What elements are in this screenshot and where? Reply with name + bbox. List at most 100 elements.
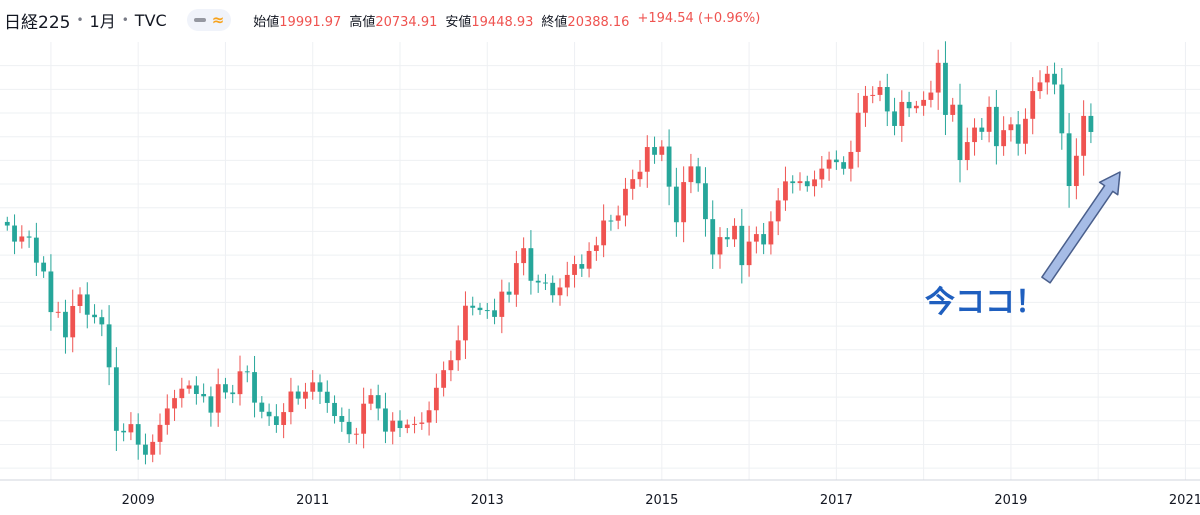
candle xyxy=(208,386,214,427)
change-value: +194.54 (+0.96%) xyxy=(637,10,761,26)
candle xyxy=(906,91,912,117)
candle-body xyxy=(383,408,388,432)
candle xyxy=(404,419,410,434)
candle-body xyxy=(826,159,832,169)
candle xyxy=(979,118,985,140)
candle xyxy=(783,166,788,211)
candle xyxy=(55,301,61,318)
candle xyxy=(666,129,672,206)
candle xyxy=(1044,65,1050,95)
candle xyxy=(943,41,948,136)
candle xyxy=(368,388,374,411)
candle-body xyxy=(513,263,519,295)
candle xyxy=(1037,70,1043,99)
annotation-text: 今ココ！ xyxy=(925,285,1045,320)
candle-body xyxy=(586,250,592,269)
candle-body xyxy=(55,311,61,313)
candle xyxy=(986,96,992,143)
candle-body xyxy=(63,311,68,338)
candle-body xyxy=(353,433,359,435)
candle-body xyxy=(950,104,956,115)
candle xyxy=(804,175,810,192)
candle xyxy=(506,282,512,303)
candle-body xyxy=(346,421,352,435)
candle xyxy=(1001,116,1007,156)
candle xyxy=(921,91,927,116)
candle xyxy=(99,309,105,337)
candle xyxy=(659,140,665,162)
candle xyxy=(193,376,199,405)
candle xyxy=(855,92,861,168)
candle xyxy=(157,413,163,455)
candle xyxy=(673,167,679,237)
candle-body xyxy=(870,94,876,96)
separator-dot: • xyxy=(76,13,84,27)
candle-body xyxy=(448,360,454,371)
candle xyxy=(899,90,905,142)
grid-lines xyxy=(0,42,1200,480)
low-value: 19448.93 xyxy=(471,14,534,30)
candle xyxy=(84,282,90,329)
candle-body xyxy=(419,422,425,424)
candle xyxy=(1030,77,1036,135)
candle xyxy=(819,156,825,188)
candle xyxy=(768,211,774,255)
candle-body xyxy=(41,262,47,272)
candle-body xyxy=(928,92,934,100)
candle xyxy=(1066,113,1072,208)
candle-body xyxy=(77,294,83,306)
candle xyxy=(913,100,919,114)
candle-body xyxy=(426,410,432,423)
candle-body xyxy=(703,183,708,220)
candle-body xyxy=(164,408,170,425)
candle xyxy=(12,214,17,255)
interval-label[interactable]: 1月 xyxy=(89,12,116,31)
candle-body xyxy=(1081,115,1087,156)
candle-body xyxy=(48,271,54,313)
candle-body xyxy=(230,392,236,395)
candle xyxy=(499,279,505,334)
candle xyxy=(535,274,541,293)
candle-body xyxy=(361,403,367,434)
candle xyxy=(492,298,497,325)
candle xyxy=(252,355,257,418)
candle xyxy=(797,172,803,191)
candle-body xyxy=(1052,73,1057,85)
annotation-arrow xyxy=(1041,171,1121,284)
symbol-name[interactable]: 日経225 xyxy=(4,12,71,33)
candle-body xyxy=(368,395,374,404)
candle xyxy=(935,49,941,110)
candle-body xyxy=(273,416,279,425)
candle-body xyxy=(753,234,759,242)
close-value: 20388.16 xyxy=(567,14,630,30)
candle xyxy=(848,140,854,182)
candle-body xyxy=(906,101,912,109)
candle-body xyxy=(899,101,905,126)
candle-body xyxy=(855,112,861,152)
candle xyxy=(179,377,185,408)
candle xyxy=(33,222,39,277)
candle xyxy=(455,325,461,371)
x-tick-label: 2021 xyxy=(1169,493,1200,508)
x-tick-label: 2019 xyxy=(994,493,1027,508)
candle xyxy=(375,384,381,421)
candle xyxy=(1023,108,1028,155)
candle xyxy=(812,170,817,197)
x-tick-label: 2011 xyxy=(296,493,329,508)
indicator-toggle[interactable]: ≈ xyxy=(186,9,232,31)
candle-body xyxy=(892,111,897,126)
candle-body xyxy=(833,159,839,163)
candle-body xyxy=(863,95,868,113)
high-label: 高値 xyxy=(349,14,376,30)
candle xyxy=(863,85,868,127)
candle-body xyxy=(943,62,948,115)
candle xyxy=(724,228,730,247)
candle-body xyxy=(186,385,192,389)
candle-body xyxy=(223,384,228,393)
candle xyxy=(790,175,796,194)
candle-body xyxy=(412,423,417,425)
candle xyxy=(164,394,170,435)
candle xyxy=(150,434,156,463)
candle xyxy=(630,169,636,200)
